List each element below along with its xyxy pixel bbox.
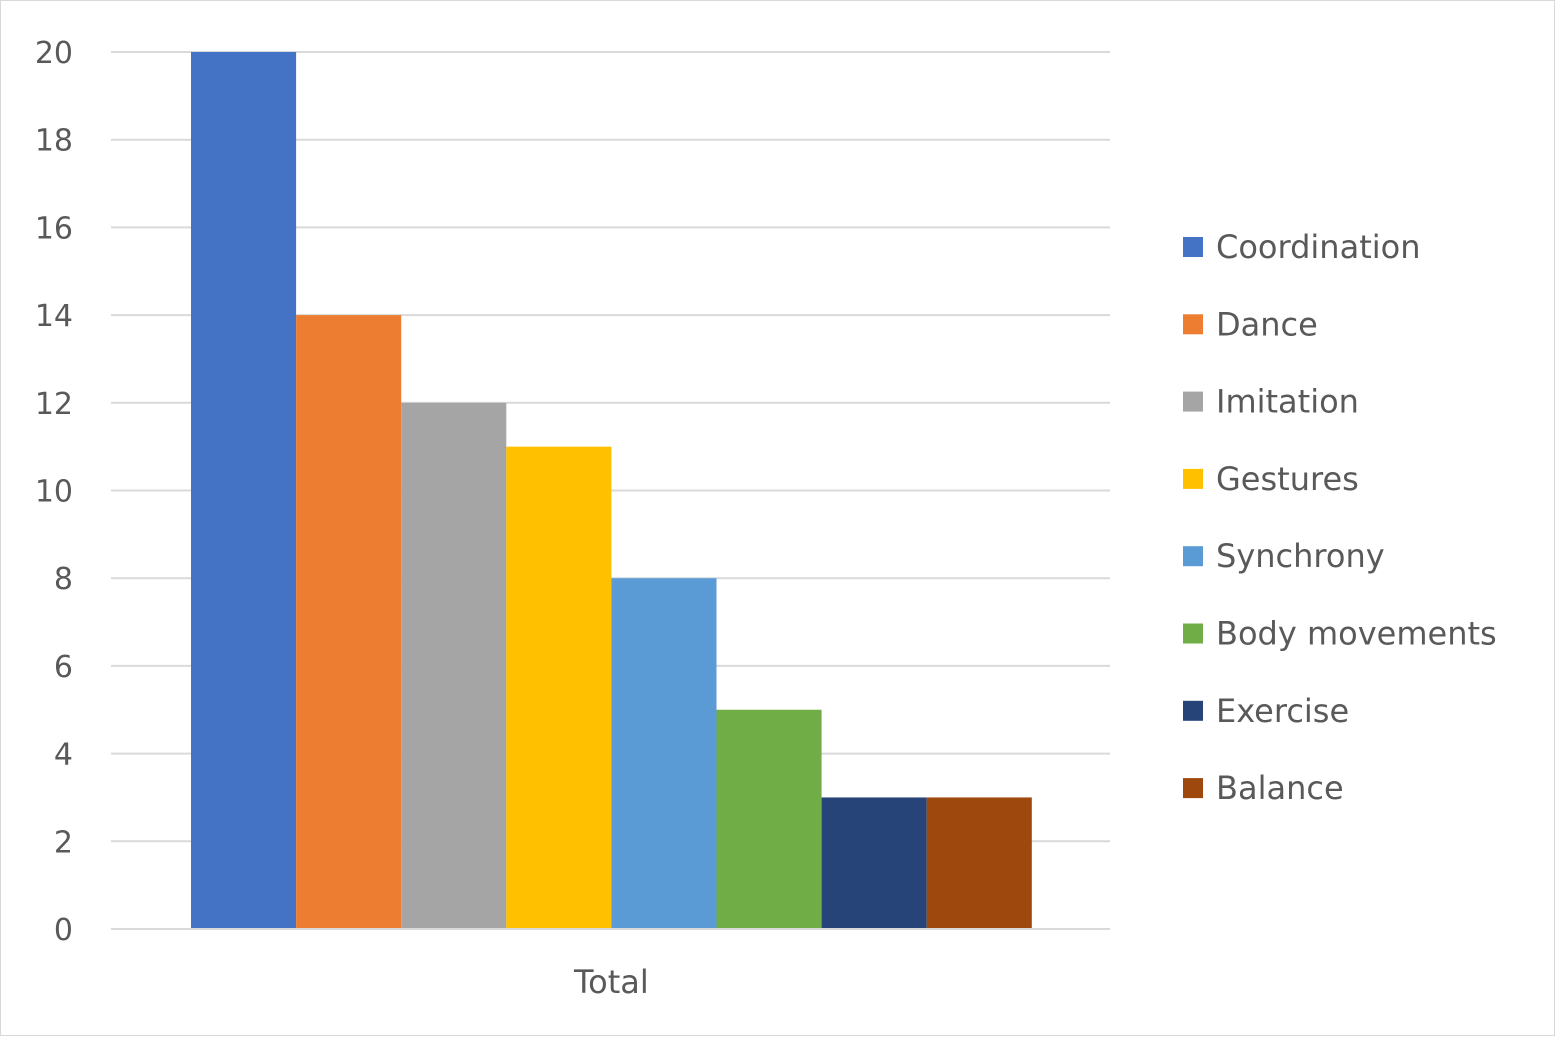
legend-label: Exercise [1216, 692, 1349, 730]
y-tick-label: 0 [54, 913, 73, 948]
y-tick-label: 12 [35, 387, 73, 422]
legend-label: Dance [1216, 305, 1318, 343]
legend-swatch [1183, 778, 1203, 799]
legend-label: Synchrony [1216, 537, 1385, 575]
y-tick-label: 16 [35, 211, 73, 246]
axes: 0 2 4 6 8 10 12 14 16 18 20 Total [35, 36, 1110, 1001]
y-tick-label: 18 [35, 124, 73, 159]
bar-balance [926, 797, 1032, 929]
legend-swatch [1183, 314, 1203, 335]
legend-item-body-movements: Body movements [1183, 615, 1497, 653]
bar-gestures [506, 446, 612, 929]
legend-item-synchrony: Synchrony [1183, 537, 1385, 575]
y-tick-label: 2 [54, 825, 73, 860]
bar-imitation [401, 402, 507, 929]
y-tick-label: 14 [35, 299, 73, 334]
x-category-label: Total [573, 963, 649, 1001]
y-tick-label: 20 [35, 36, 73, 71]
y-tick-label: 6 [54, 650, 73, 685]
legend-label: Balance [1216, 769, 1344, 807]
legend: Coordination Dance Imitation Gestures Synchr… [1183, 228, 1497, 807]
bars [191, 52, 1032, 930]
legend-label: Imitation [1216, 383, 1359, 421]
legend-swatch [1183, 623, 1203, 644]
legend-item-exercise: Exercise [1183, 692, 1349, 730]
y-tick-label: 8 [54, 562, 73, 597]
legend-label: Gestures [1216, 460, 1359, 498]
bar-synchrony [611, 578, 717, 929]
legend-item-balance: Balance [1183, 769, 1344, 807]
legend-item-coordination: Coordination [1183, 228, 1420, 266]
legend-label: Body movements [1216, 615, 1497, 653]
legend-swatch [1183, 546, 1203, 567]
y-tick-label: 10 [35, 475, 73, 510]
bar-dance [296, 315, 402, 930]
bar-exercise [821, 797, 927, 929]
legend-item-gestures: Gestures [1183, 460, 1359, 498]
legend-swatch [1183, 468, 1203, 489]
legend-item-dance: Dance [1183, 305, 1318, 343]
y-tick-label: 4 [54, 738, 73, 773]
legend-swatch [1183, 237, 1203, 257]
bar-coordination [191, 52, 297, 929]
legend-swatch [1183, 700, 1203, 721]
legend-swatch [1183, 391, 1203, 412]
legend-item-imitation: Imitation [1183, 383, 1359, 421]
bar-body-movements [716, 709, 822, 929]
legend-label: Coordination [1216, 228, 1420, 266]
